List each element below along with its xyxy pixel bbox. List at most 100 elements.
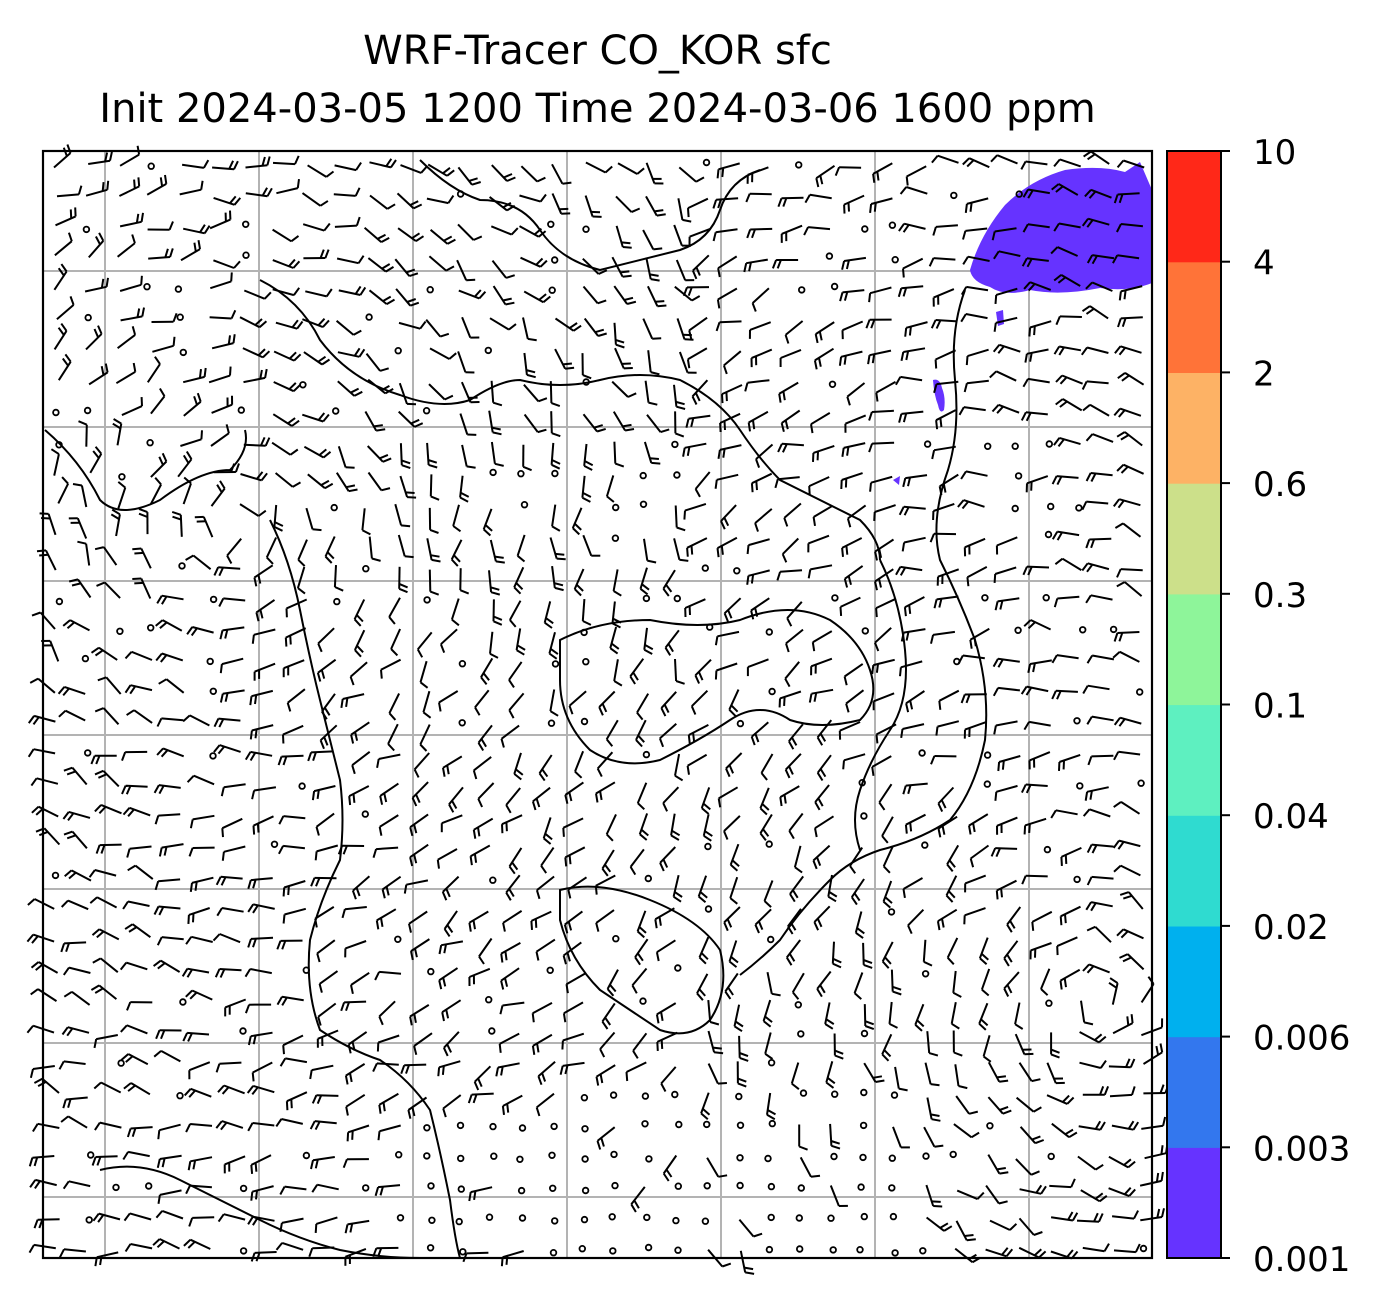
wind-barb-feather [122,1151,129,1161]
wind-barb-feather [526,373,536,379]
wind-barb-staff [223,597,246,602]
wind-barb-feather [446,169,455,177]
wind-barb-feather [92,1212,100,1222]
wind-barb-feather [872,1075,883,1079]
wind-barb-staff [348,1031,368,1046]
wind-barb-staff [892,1126,902,1148]
wind-barb-staff [532,1033,553,1047]
wind-barb-feather [379,453,389,460]
calm-wind-marker [799,1089,808,1097]
wind-barb-staff [719,320,742,324]
wind-barb-feather [219,663,223,674]
wind-barb-feather [902,477,907,488]
wind-barb-staff [965,313,988,320]
wind-barb-feather [290,235,300,243]
wind-barb-feather [473,853,478,863]
wind-barb-feather [930,1113,940,1117]
calm-wind-marker [458,719,466,727]
wind-barb-staff [219,933,241,944]
wind-barb-staff [840,596,861,608]
wind-barb-staff [473,756,492,772]
wind-barb-feather [411,232,421,240]
wind-barb-staff [182,227,205,235]
wind-barb-feather [94,446,103,455]
wind-barb-staff [873,692,895,703]
calm-wind-marker [950,191,958,200]
wind-barb-feather [538,772,546,782]
wind-barb-feather [1085,307,1095,315]
wind-barb-staff [784,753,802,771]
wind-barb-feather [907,477,911,487]
wind-barb-feather [1027,663,1032,674]
wind-barb-staff [1018,1217,1035,1236]
calm-wind-marker [983,751,992,759]
wind-barb-feather [999,1171,1009,1175]
wind-barb-staff [126,1024,148,1035]
wind-barb-staff [1029,659,1052,665]
wind-barb-staff [1080,1000,1086,1023]
wind-barb-feather [158,785,165,795]
wind-barb-staff [673,384,678,407]
wind-barb-feather [155,1210,164,1219]
wind-barb-staff [314,906,335,920]
wind-barb-feather [317,412,326,421]
wind-barb-feather [961,500,969,510]
wind-barb-staff [53,270,68,291]
wind-barb-feather [744,1266,754,1271]
wind-barb-staff [489,539,497,562]
wind-barb-feather [36,549,47,553]
wind-barb-feather [77,540,87,545]
wind-barb-feather [1064,1128,1074,1136]
wind-barb-staff [642,318,654,340]
wind-barb-feather [244,751,252,761]
wind-barb-feather [1051,531,1059,540]
wind-barb-staff [582,257,600,275]
wind-barb-feather [230,272,233,282]
wind-barb-feather [185,1185,191,1195]
calm-wind-marker [395,1150,403,1159]
wind-barb-feather [345,1001,350,1012]
wind-barb-staff [1120,223,1144,228]
wind-barb-staff [905,690,925,705]
wind-barb-staff [96,896,118,909]
wind-barb-staff [273,350,295,362]
wind-barb-feather [687,208,690,218]
wind-barb-staff [781,537,800,555]
calm-wind-marker [674,1182,682,1190]
wind-barb-feather [121,785,127,795]
wind-barb-feather [863,959,873,965]
wind-barb-feather [438,980,443,990]
wind-barb-feather [1118,347,1126,356]
calm-wind-marker [672,1216,680,1225]
coastline-peninsula [854,559,907,851]
wind-barb-staff [697,875,708,897]
wind-barb-staff [656,939,676,954]
wind-barb-staff [688,414,711,420]
wind-barb-feather [1002,1109,1012,1115]
wind-barb-staff [945,875,958,896]
wind-barb-feather [413,768,420,778]
wind-barb-feather [319,249,325,259]
wind-barb-staff [1026,685,1049,693]
wind-barb-feather [409,301,420,307]
wind-barb-staff [68,810,91,819]
wind-barb-feather [537,428,547,434]
calm-wind-marker [827,1214,835,1222]
wind-barb-feather [221,1086,230,1095]
wind-barb-feather [551,432,561,438]
wind-barb-feather [874,642,880,652]
wind-barb-staff [933,445,956,452]
wind-barb-staff [239,316,261,329]
wind-barb-staff [240,473,262,482]
wind-barb-feather [931,1200,941,1203]
wind-barb-feather [882,865,891,874]
wind-barb-feather [169,248,174,258]
wind-barb-staff [409,843,429,859]
calm-wind-marker [701,564,709,572]
wind-barb-staff [636,910,647,932]
wind-barb-feather [183,1238,192,1247]
wind-barb-staff [629,848,645,868]
wind-barb-feather [505,804,512,814]
wind-barb-feather [112,422,122,430]
wind-barb-staff [404,1063,427,1067]
